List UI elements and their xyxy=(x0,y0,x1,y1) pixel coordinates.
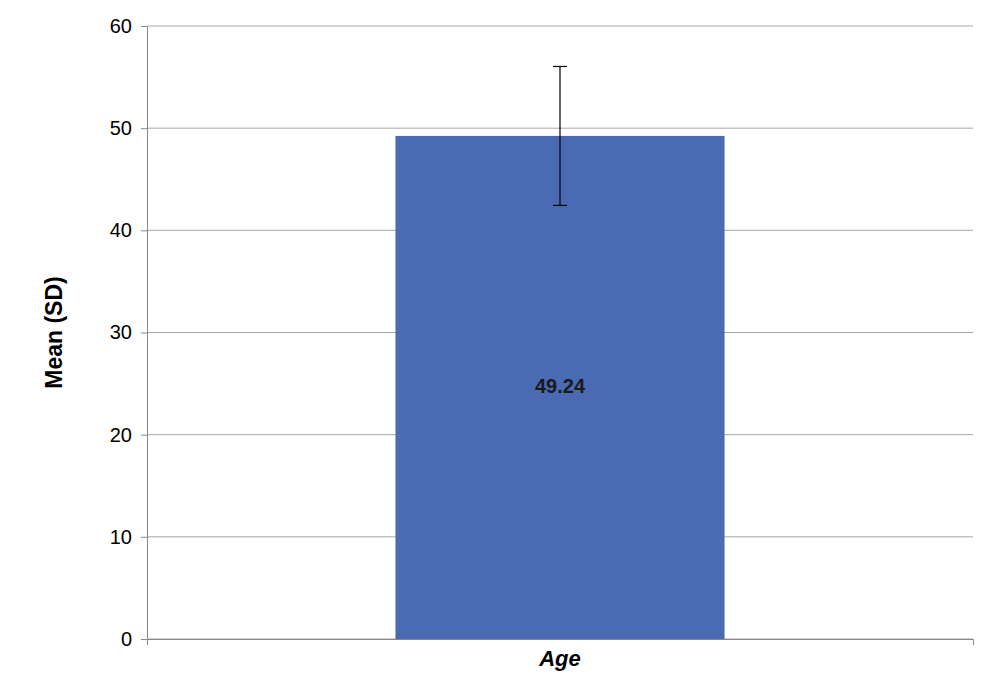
tick-mark xyxy=(141,639,147,640)
tick-label: Age xyxy=(538,646,581,671)
error-cap xyxy=(553,66,567,67)
tick-label: 50 xyxy=(110,117,132,139)
tick-mark xyxy=(141,230,147,231)
tick: 10 xyxy=(110,526,147,548)
tick-mark xyxy=(141,537,147,538)
tick-label: 60 xyxy=(110,15,132,37)
y-axis-title: Mean (SD) xyxy=(41,276,67,388)
y-axis: 0 10 20 30 40 50 60 xyxy=(110,15,148,650)
marks xyxy=(395,66,724,639)
tick: 0 xyxy=(121,628,147,650)
tick-mark xyxy=(141,435,147,436)
x-axis: Age xyxy=(148,639,974,671)
tick: Age xyxy=(538,639,581,671)
tick: 50 xyxy=(110,117,147,139)
tick-label: 20 xyxy=(110,424,132,446)
tick-label: 40 xyxy=(110,219,132,241)
error-bar xyxy=(553,66,567,205)
grid-line xyxy=(147,26,973,27)
error-cap xyxy=(553,205,567,206)
tick: 30 xyxy=(110,321,147,343)
tick-label: 0 xyxy=(121,628,132,650)
chart: 0 10 20 30 40 50 60 Age 49.24 Mean (SD) xyxy=(0,0,994,697)
tick-mark xyxy=(141,26,147,27)
tick-mark xyxy=(141,128,147,129)
tick: 60 xyxy=(110,15,147,37)
bar xyxy=(395,136,724,639)
tick-label: 30 xyxy=(110,321,132,343)
grid xyxy=(147,26,973,639)
axis-line xyxy=(147,27,148,640)
tick: 20 xyxy=(110,424,147,446)
tick-label: 10 xyxy=(110,526,132,548)
tick: 40 xyxy=(110,219,147,241)
error-stem xyxy=(559,66,560,205)
data-label: 49.24 xyxy=(535,375,586,397)
data-labels: 49.24 xyxy=(535,375,586,397)
tick-mark xyxy=(141,333,147,334)
plot-area: 0 10 20 30 40 50 60 Age 49.24 xyxy=(110,15,974,671)
axis-line xyxy=(148,640,974,646)
